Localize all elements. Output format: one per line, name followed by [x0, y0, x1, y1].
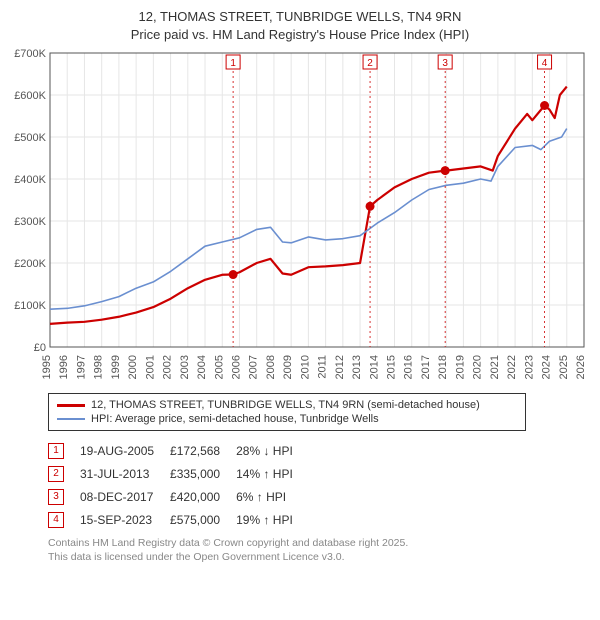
svg-text:2013: 2013: [351, 355, 363, 379]
svg-text:2025: 2025: [558, 355, 570, 379]
svg-text:2000: 2000: [127, 355, 139, 379]
svg-text:2008: 2008: [265, 355, 277, 379]
svg-text:4: 4: [542, 58, 548, 69]
svg-text:1995: 1995: [41, 355, 53, 379]
svg-text:1998: 1998: [93, 355, 105, 379]
event-row: 2 31-JUL-2013£335,00014% ↑ HPI: [48, 462, 309, 485]
footnote-line1: Contains HM Land Registry data © Crown c…: [48, 537, 408, 549]
event-delta: 14% ↑ HPI: [236, 462, 309, 485]
legend-item-price-paid: 12, THOMAS STREET, TUNBRIDGE WELLS, TN4 …: [57, 398, 517, 412]
svg-text:2017: 2017: [420, 355, 432, 379]
svg-text:2014: 2014: [368, 355, 380, 379]
legend-item-hpi: HPI: Average price, semi-detached house,…: [57, 412, 517, 426]
event-marker: 4: [48, 512, 64, 528]
svg-text:£200K: £200K: [14, 258, 46, 270]
svg-text:2001: 2001: [144, 355, 156, 379]
event-delta: 28% ↓ HPI: [236, 439, 309, 462]
event-delta: 19% ↑ HPI: [236, 508, 309, 531]
svg-text:2: 2: [367, 58, 373, 69]
svg-text:1996: 1996: [58, 355, 70, 379]
svg-text:2009: 2009: [282, 355, 294, 379]
svg-text:2005: 2005: [213, 355, 225, 379]
event-marker: 2: [48, 466, 64, 482]
svg-text:2011: 2011: [317, 355, 329, 379]
svg-text:2007: 2007: [248, 355, 260, 379]
svg-text:1: 1: [230, 58, 236, 69]
svg-text:2022: 2022: [506, 355, 518, 379]
svg-text:£0: £0: [34, 342, 46, 354]
svg-text:2012: 2012: [334, 355, 346, 379]
line-chart: £0 £100K £200K £300K £400K £500K £600K £700K 199…: [8, 47, 592, 387]
legend-swatch-2: [57, 418, 85, 420]
chart-title: 12, THOMAS STREET, TUNBRIDGE WELLS, TN4 …: [8, 8, 592, 43]
svg-text:£300K: £300K: [14, 216, 46, 228]
svg-text:2010: 2010: [299, 355, 311, 379]
svg-text:2019: 2019: [454, 355, 466, 379]
event-date: 31-JUL-2013: [80, 462, 170, 485]
event-date: 15-SEP-2023: [80, 508, 170, 531]
event-price: £420,000: [170, 485, 236, 508]
title-line2: Price paid vs. HM Land Registry's House …: [131, 27, 469, 42]
title-line1: 12, THOMAS STREET, TUNBRIDGE WELLS, TN4 …: [139, 9, 462, 24]
event-marker: 1: [48, 443, 64, 459]
legend-swatch-1: [57, 404, 85, 407]
svg-text:2023: 2023: [523, 355, 535, 379]
svg-text:2024: 2024: [541, 355, 553, 379]
svg-text:2002: 2002: [162, 355, 174, 379]
event-delta: 6% ↑ HPI: [236, 485, 309, 508]
svg-text:2026: 2026: [575, 355, 587, 379]
svg-text:2018: 2018: [437, 355, 449, 379]
svg-text:2021: 2021: [489, 355, 501, 379]
svg-text:3: 3: [442, 58, 448, 69]
event-price: £172,568: [170, 439, 236, 462]
sales-events-table: 1 19-AUG-2005£172,56828% ↓ HPI 2 31-JUL-201…: [48, 439, 309, 531]
svg-text:£600K: £600K: [14, 90, 46, 102]
footnote: Contains HM Land Registry data © Crown c…: [48, 537, 592, 564]
svg-text:2004: 2004: [196, 355, 208, 379]
svg-text:2015: 2015: [386, 355, 398, 379]
svg-text:1997: 1997: [75, 355, 87, 379]
svg-text:2016: 2016: [403, 355, 415, 379]
legend-label-2: HPI: Average price, semi-detached house,…: [91, 413, 379, 425]
event-row: 4 15-SEP-2023£575,00019% ↑ HPI: [48, 508, 309, 531]
svg-text:2020: 2020: [472, 355, 484, 379]
legend: 12, THOMAS STREET, TUNBRIDGE WELLS, TN4 …: [48, 393, 526, 431]
svg-text:£100K: £100K: [14, 300, 46, 312]
event-price: £335,000: [170, 462, 236, 485]
event-row: 3 08-DEC-2017£420,0006% ↑ HPI: [48, 485, 309, 508]
svg-text:£700K: £700K: [14, 48, 46, 60]
legend-label-1: 12, THOMAS STREET, TUNBRIDGE WELLS, TN4 …: [91, 399, 480, 411]
svg-text:1999: 1999: [110, 355, 122, 379]
event-date: 19-AUG-2005: [80, 439, 170, 462]
svg-text:£500K: £500K: [14, 132, 46, 144]
footnote-line2: This data is licensed under the Open Gov…: [48, 551, 345, 563]
event-date: 08-DEC-2017: [80, 485, 170, 508]
svg-text:£400K: £400K: [14, 174, 46, 186]
event-price: £575,000: [170, 508, 236, 531]
svg-text:2006: 2006: [230, 355, 242, 379]
svg-text:2003: 2003: [179, 355, 191, 379]
event-row: 1 19-AUG-2005£172,56828% ↓ HPI: [48, 439, 309, 462]
chart-area: £0 £100K £200K £300K £400K £500K £600K £700K 199…: [8, 47, 592, 387]
event-marker: 3: [48, 489, 64, 505]
